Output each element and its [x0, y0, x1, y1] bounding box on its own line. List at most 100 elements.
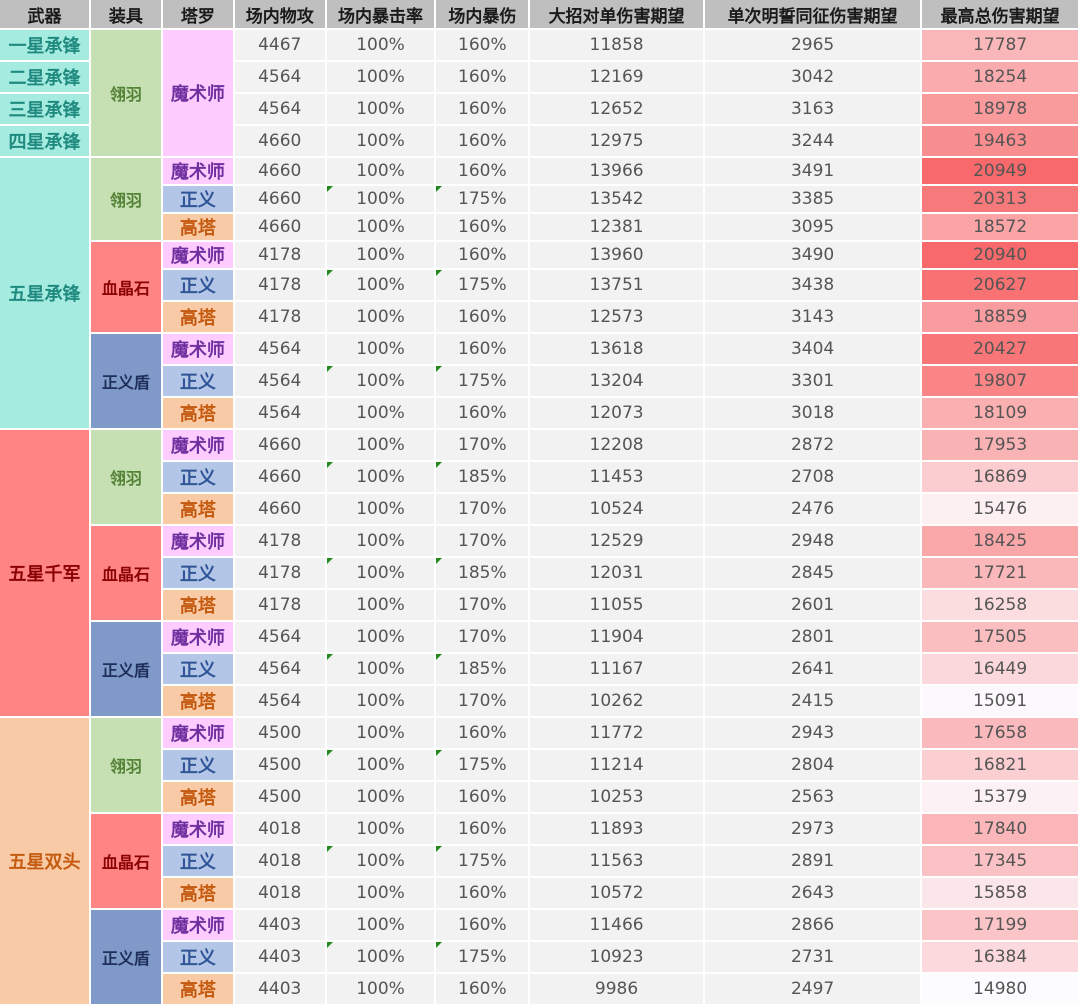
weapon-cell[interactable]: 五星承锋 — [0, 158, 89, 428]
crit-rate-cell[interactable]: 100% — [326, 270, 435, 300]
crit-rate-cell[interactable]: 100% — [326, 654, 435, 684]
max-total-damage-cell[interactable]: 19807 — [922, 366, 1078, 396]
ult-damage-cell[interactable]: 11904 — [530, 622, 703, 652]
crit-rate-cell[interactable]: 100% — [326, 846, 435, 876]
attack-cell[interactable]: 4564 — [234, 686, 325, 716]
tarot-cell[interactable]: 正义 — [162, 186, 233, 212]
tarot-cell[interactable]: 正义 — [162, 846, 233, 876]
ult-damage-cell[interactable]: 13204 — [530, 366, 703, 396]
crit-rate-cell[interactable]: 100% — [326, 590, 435, 620]
single-damage-cell[interactable]: 3244 — [704, 126, 921, 156]
max-total-damage-cell[interactable]: 20940 — [922, 242, 1078, 268]
tarot-cell[interactable]: 魔术师 — [162, 242, 233, 268]
max-total-damage-cell[interactable]: 20313 — [922, 186, 1078, 212]
attack-cell[interactable]: 4660 — [234, 462, 325, 492]
single-damage-cell[interactable]: 2891 — [704, 846, 921, 876]
crit-damage-cell[interactable]: 160% — [436, 814, 529, 844]
tarot-cell[interactable]: 魔术师 — [162, 30, 233, 156]
attack-cell[interactable]: 4178 — [234, 558, 325, 588]
max-total-damage-cell[interactable]: 17953 — [922, 430, 1078, 460]
tarot-cell[interactable]: 正义 — [162, 750, 233, 780]
crit-damage-cell[interactable]: 160% — [436, 974, 529, 1004]
crit-damage-cell[interactable]: 160% — [436, 214, 529, 240]
tarot-cell[interactable]: 魔术师 — [162, 430, 233, 460]
crit-damage-cell[interactable]: 175% — [436, 846, 529, 876]
ult-damage-cell[interactable]: 10923 — [530, 942, 703, 972]
tarot-cell[interactable]: 正义 — [162, 942, 233, 972]
attack-cell[interactable]: 4018 — [234, 846, 325, 876]
attack-cell[interactable]: 4564 — [234, 62, 325, 92]
crit-rate-cell[interactable]: 100% — [326, 30, 435, 60]
max-total-damage-cell[interactable]: 16258 — [922, 590, 1078, 620]
weapon-cell[interactable]: 三星承锋 — [0, 94, 89, 124]
attack-cell[interactable]: 4660 — [234, 430, 325, 460]
ult-damage-cell[interactable]: 12208 — [530, 430, 703, 460]
crit-rate-cell[interactable]: 100% — [326, 462, 435, 492]
crit-rate-cell[interactable]: 100% — [326, 94, 435, 124]
single-damage-cell[interactable]: 2643 — [704, 878, 921, 908]
max-total-damage-cell[interactable]: 17199 — [922, 910, 1078, 940]
attack-cell[interactable]: 4178 — [234, 590, 325, 620]
tarot-cell[interactable]: 魔术师 — [162, 334, 233, 364]
single-damage-cell[interactable]: 2866 — [704, 910, 921, 940]
tarot-cell[interactable]: 魔术师 — [162, 158, 233, 184]
crit-rate-cell[interactable]: 100% — [326, 718, 435, 748]
crit-damage-cell[interactable]: 160% — [436, 718, 529, 748]
ult-damage-cell[interactable]: 13542 — [530, 186, 703, 212]
single-damage-cell[interactable]: 2845 — [704, 558, 921, 588]
crit-damage-cell[interactable]: 160% — [436, 94, 529, 124]
tarot-cell[interactable]: 高塔 — [162, 214, 233, 240]
single-damage-cell[interactable]: 2872 — [704, 430, 921, 460]
attack-cell[interactable]: 4178 — [234, 270, 325, 300]
crit-rate-cell[interactable]: 100% — [326, 942, 435, 972]
ult-damage-cell[interactable]: 9986 — [530, 974, 703, 1004]
crit-damage-cell[interactable]: 175% — [436, 750, 529, 780]
ult-damage-cell[interactable]: 12529 — [530, 526, 703, 556]
max-total-damage-cell[interactable]: 15091 — [922, 686, 1078, 716]
max-total-damage-cell[interactable]: 15858 — [922, 878, 1078, 908]
single-damage-cell[interactable]: 2563 — [704, 782, 921, 812]
tarot-cell[interactable]: 高塔 — [162, 494, 233, 524]
ult-damage-cell[interactable]: 11214 — [530, 750, 703, 780]
crit-rate-cell[interactable]: 100% — [326, 242, 435, 268]
single-damage-cell[interactable]: 2708 — [704, 462, 921, 492]
single-damage-cell[interactable]: 2965 — [704, 30, 921, 60]
attack-cell[interactable]: 4018 — [234, 878, 325, 908]
weapon-cell[interactable]: 二星承锋 — [0, 62, 89, 92]
crit-rate-cell[interactable]: 100% — [326, 302, 435, 332]
attack-cell[interactable]: 4564 — [234, 366, 325, 396]
weapon-cell[interactable]: 五星千军 — [0, 430, 89, 716]
tarot-cell[interactable]: 高塔 — [162, 974, 233, 1004]
weapon-cell[interactable]: 一星承锋 — [0, 30, 89, 60]
attack-cell[interactable]: 4660 — [234, 186, 325, 212]
crit-damage-cell[interactable]: 160% — [436, 126, 529, 156]
crit-rate-cell[interactable]: 100% — [326, 910, 435, 940]
max-total-damage-cell[interactable]: 19463 — [922, 126, 1078, 156]
crit-rate-cell[interactable]: 100% — [326, 334, 435, 364]
tarot-cell[interactable]: 高塔 — [162, 686, 233, 716]
ult-damage-cell[interactable]: 10253 — [530, 782, 703, 812]
header-single-damage[interactable]: 单次明誓同征伤害期望 — [704, 0, 921, 28]
max-total-damage-cell[interactable]: 18859 — [922, 302, 1078, 332]
attack-cell[interactable]: 4500 — [234, 750, 325, 780]
ult-damage-cell[interactable]: 11055 — [530, 590, 703, 620]
tarot-cell[interactable]: 魔术师 — [162, 718, 233, 748]
ult-damage-cell[interactable]: 13966 — [530, 158, 703, 184]
ult-damage-cell[interactable]: 10572 — [530, 878, 703, 908]
tarot-cell[interactable]: 高塔 — [162, 878, 233, 908]
tarot-cell[interactable]: 魔术师 — [162, 910, 233, 940]
max-total-damage-cell[interactable]: 17658 — [922, 718, 1078, 748]
equipment-cell[interactable]: 血晶石 — [90, 526, 161, 620]
crit-rate-cell[interactable]: 100% — [326, 398, 435, 428]
crit-rate-cell[interactable]: 100% — [326, 974, 435, 1004]
ult-damage-cell[interactable]: 13618 — [530, 334, 703, 364]
ult-damage-cell[interactable]: 12652 — [530, 94, 703, 124]
ult-damage-cell[interactable]: 12573 — [530, 302, 703, 332]
crit-damage-cell[interactable]: 185% — [436, 558, 529, 588]
weapon-cell[interactable]: 四星承锋 — [0, 126, 89, 156]
attack-cell[interactable]: 4564 — [234, 334, 325, 364]
ult-damage-cell[interactable]: 11466 — [530, 910, 703, 940]
attack-cell[interactable]: 4178 — [234, 526, 325, 556]
single-damage-cell[interactable]: 2641 — [704, 654, 921, 684]
single-damage-cell[interactable]: 3095 — [704, 214, 921, 240]
